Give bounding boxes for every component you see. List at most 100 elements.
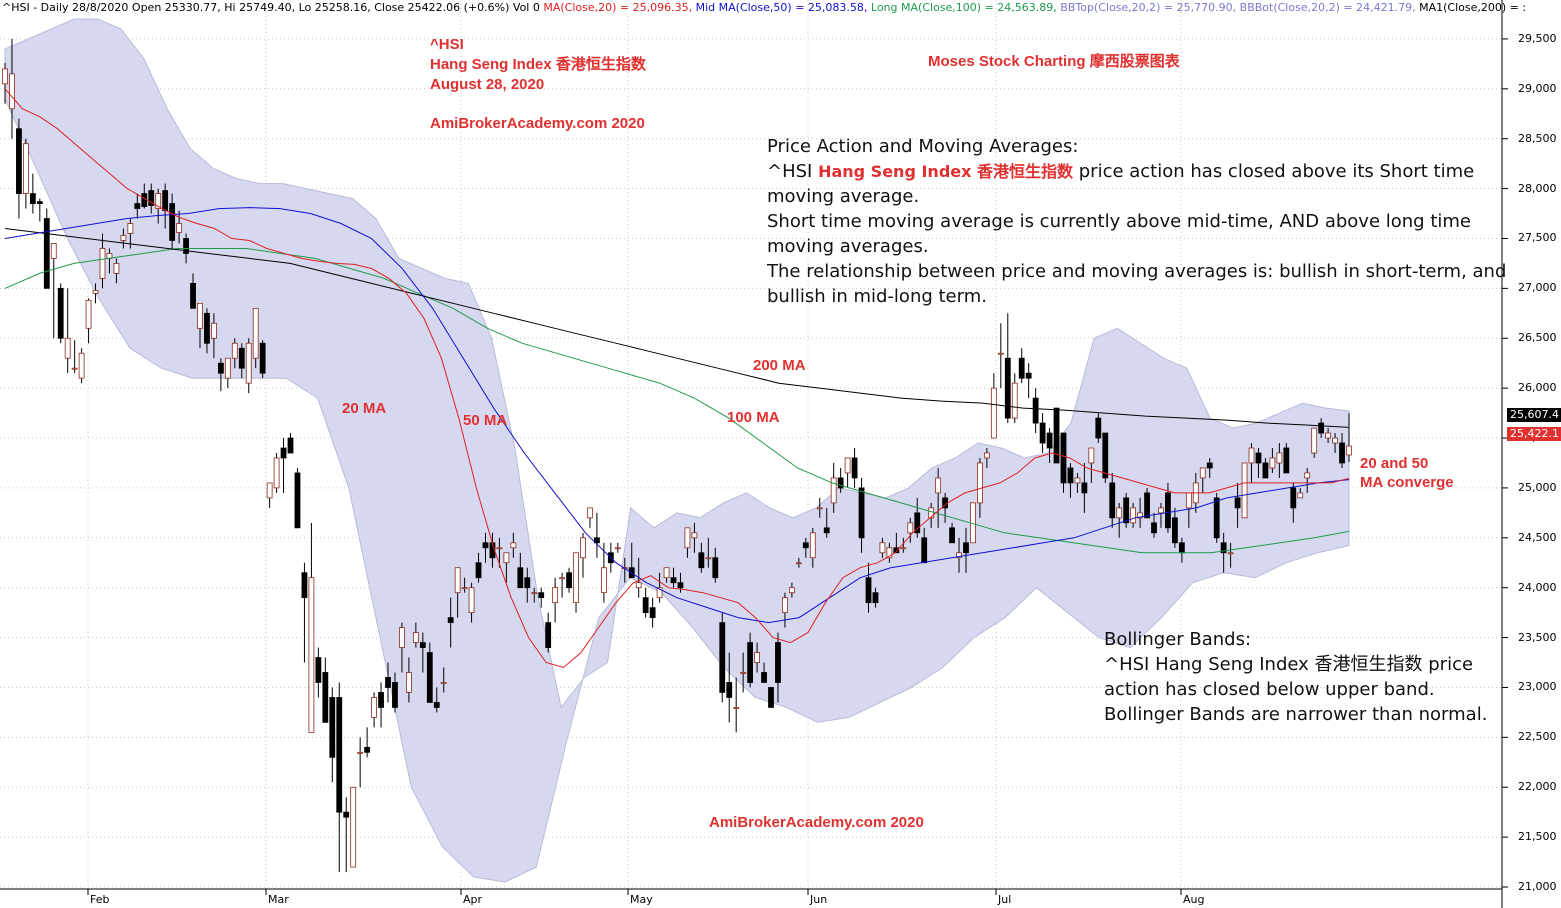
- candle-down: [1102, 432, 1109, 479]
- candle-down: [670, 577, 677, 584]
- y-tick-label: 21,000: [1518, 880, 1557, 893]
- title-block: ^HSI Hang Seng Index 香港恒生指数 August 28, 2…: [430, 35, 646, 134]
- candle-up: [1011, 382, 1018, 419]
- candle-down: [162, 190, 169, 211]
- header-prefix: ^HSI - Daily 28/8/2020 Open 25330.77, Hi…: [2, 1, 540, 14]
- candle-up: [371, 697, 377, 718]
- candle-down: [419, 642, 426, 648]
- candle-up: [1311, 427, 1318, 454]
- candle-up: [440, 682, 447, 684]
- candle-up: [691, 532, 698, 539]
- x-tick-label: Mar: [268, 893, 289, 906]
- header-ma50: Mid MA(Close,50) = 25,083.58,: [695, 1, 868, 14]
- label-converge-line1: 20 and 50: [1360, 455, 1429, 472]
- candle-down: [851, 457, 858, 479]
- candle-down: [336, 697, 343, 813]
- header-ma100: Long MA(Close,100) = 24,563.89,: [870, 1, 1057, 14]
- candle-down: [566, 572, 572, 589]
- candle-down: [726, 682, 733, 698]
- x-tick-label: Aug: [1183, 893, 1205, 906]
- candle-down: [57, 287, 64, 339]
- candle-up: [461, 587, 468, 590]
- candle-up: [782, 597, 788, 614]
- y-tick-label: 22,500: [1518, 730, 1557, 744]
- header-ma20: MA(Close,20) = 25,096.35,: [543, 1, 693, 14]
- y-tick-label: 27,000: [1518, 281, 1557, 295]
- candle-up: [580, 537, 586, 559]
- candle-down: [301, 572, 308, 599]
- candle-down: [747, 642, 754, 683]
- candle-up: [830, 477, 837, 504]
- candle-down: [517, 567, 524, 589]
- candle-up: [120, 235, 127, 241]
- y-tick-label: 28,500: [1518, 131, 1557, 145]
- title-index-name: Hang Seng Index 香港恒生指数: [430, 56, 646, 73]
- candle-down: [1255, 452, 1262, 464]
- candle-up: [1304, 472, 1311, 479]
- candle-down: [43, 218, 50, 289]
- candle-down: [217, 362, 224, 374]
- candle-down: [524, 577, 531, 589]
- candle-down: [865, 577, 872, 604]
- x-tick-label: Feb: [90, 893, 110, 906]
- candle-up: [977, 462, 983, 504]
- candle-down: [190, 282, 196, 309]
- candle-up: [113, 263, 120, 274]
- candle-down: [1262, 462, 1269, 479]
- y-tick-label: 21,500: [1518, 830, 1557, 844]
- candle-down: [280, 447, 287, 459]
- header-bbtop: BBTop(Close,20,2) = 25,770.90,: [1060, 1, 1237, 14]
- candle-up: [273, 457, 280, 489]
- title-date: August 28, 2020: [430, 76, 545, 93]
- candlestick-series: [2, 38, 1352, 873]
- y-tick-label: 25,000: [1518, 480, 1557, 494]
- candle-up: [503, 552, 510, 564]
- y-tick-label: 24,500: [1518, 530, 1557, 544]
- candle-down: [1032, 397, 1039, 424]
- candle-up: [9, 73, 15, 110]
- title-website: AmiBrokerAcademy.com 2020: [430, 115, 645, 132]
- candle-down: [1095, 417, 1102, 439]
- candle-down: [963, 542, 969, 554]
- candle-down: [36, 201, 43, 204]
- candle-up: [663, 567, 670, 579]
- y-tick-label: 29,500: [1518, 31, 1557, 45]
- candle-down: [545, 622, 552, 648]
- candle-up: [1276, 452, 1283, 464]
- bb-line3: Bollinger Bands are narrower than normal…: [1104, 704, 1488, 725]
- candle-up: [266, 482, 273, 499]
- x-tick-label: May: [630, 893, 653, 906]
- y-tick-label: 24,000: [1518, 580, 1557, 594]
- candle-down: [594, 537, 600, 544]
- candle-up: [754, 652, 760, 663]
- candle-down: [385, 677, 391, 688]
- candle-up: [64, 337, 71, 359]
- candle-up: [197, 302, 203, 329]
- candle-up: [2, 68, 8, 85]
- candle-up: [983, 452, 990, 459]
- candle-up: [705, 557, 712, 560]
- pa-l1a: ^HSI: [767, 161, 819, 182]
- bollinger-band: [4, 18, 1350, 883]
- candle-up: [1130, 507, 1137, 524]
- candle-down: [914, 512, 921, 534]
- label-50ma: 50 MA: [463, 412, 508, 429]
- candle-down: [426, 652, 433, 703]
- last-value-close: 25,422.1: [1507, 427, 1561, 441]
- candle-up: [907, 522, 914, 534]
- label-20ma: 20 MA: [342, 400, 387, 417]
- candle-up: [600, 567, 607, 594]
- candle-up: [412, 632, 419, 643]
- candle-down: [447, 617, 454, 624]
- bb-line2: action has closed below upper band.: [1104, 679, 1435, 700]
- candle-down: [775, 642, 781, 683]
- candle-up: [635, 582, 642, 589]
- last-value-ma200: 25,607.4: [1507, 408, 1561, 422]
- candle-down: [802, 542, 809, 549]
- y-tick-label: 23,000: [1518, 680, 1557, 694]
- pa-heading: Price Action and Moving Averages:: [767, 136, 1079, 157]
- candle-down: [698, 552, 705, 569]
- y-tick-label: 22,000: [1518, 780, 1557, 794]
- candle-up: [1074, 477, 1081, 484]
